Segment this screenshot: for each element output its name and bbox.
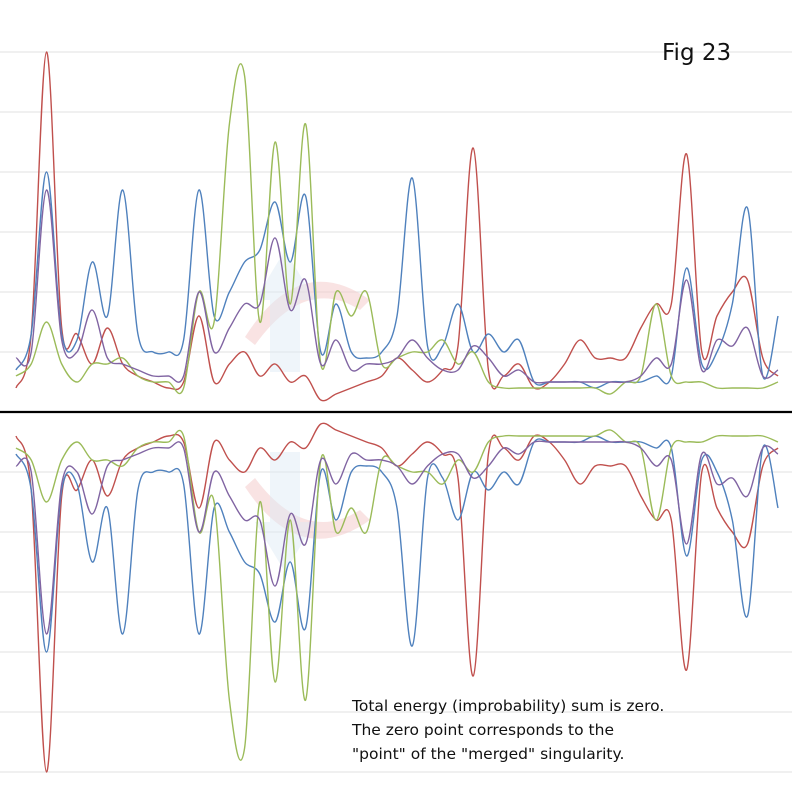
caption-line-2: The zero point corresponds to the: [352, 721, 614, 739]
series-4-upper-line: [15, 189, 779, 384]
series-4-lower-line: [15, 440, 779, 635]
caption: Total energy (improbability) sum is zero…: [352, 694, 664, 766]
background-arrows: [245, 250, 370, 572]
series-lines: [15, 51, 779, 773]
arrow-lower-blue: [255, 452, 315, 572]
arrow-upper-blue: [255, 250, 315, 372]
series-2-upper-line: [15, 171, 779, 389]
series-3-upper-line: [15, 63, 779, 395]
caption-line-3: "point" of the "merged" singularity.: [352, 745, 625, 763]
series-2-lower-line: [15, 435, 779, 653]
caption-line-1: Total energy (improbability) sum is zero…: [352, 697, 665, 715]
figure-label: Fig 23: [662, 40, 732, 66]
arrow-lower-red: [245, 478, 370, 539]
series-1-upper-line: [15, 51, 779, 402]
arrow-upper-red: [245, 281, 370, 345]
gridlines: [0, 51, 792, 773]
